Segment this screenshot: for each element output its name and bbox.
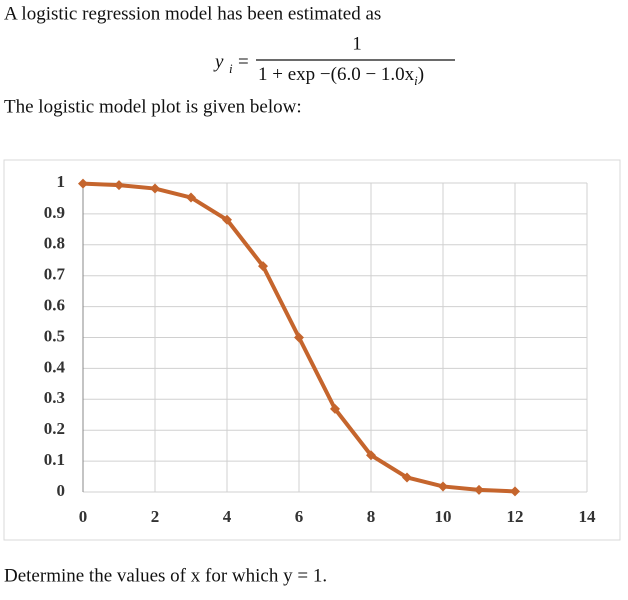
data-point: [474, 484, 484, 495]
chart: 00.10.20.30.40.50.60.70.80.910 2 4 6 8 10 12 14: [44, 172, 596, 526]
data-point: [438, 481, 448, 492]
data-point: [150, 183, 160, 194]
question-text: Determine the values of x for which y = …: [4, 565, 327, 586]
data-point: [186, 192, 196, 203]
y-tick-label: 0.5: [44, 326, 65, 345]
y-tick-label: 0.4: [44, 357, 66, 376]
data-point: [222, 214, 232, 225]
y-tick-label: 0.8: [44, 234, 65, 253]
equation-lhs: y: [213, 51, 224, 72]
denominator-main: 1 + exp −(6.0 − 1.0x: [258, 64, 415, 85]
data-point: [402, 472, 412, 483]
data-point: [510, 486, 520, 497]
y-tick-label: 0.9: [44, 203, 65, 222]
data-point: [78, 178, 88, 189]
y-tick-label: 0.2: [44, 419, 65, 438]
data-point: [366, 450, 376, 461]
y-tick-label: 0.7: [44, 265, 66, 284]
x-tick-label: 6: [295, 507, 304, 526]
x-tick-label: 10: [435, 507, 452, 526]
x-tick-label: 14: [579, 507, 597, 526]
y-tick-label: 0.1: [44, 450, 65, 469]
equation-denominator: 1 + exp −(6.0 − 1.0xi): [258, 64, 424, 88]
y-tick-label: 0.3: [44, 388, 65, 407]
chart-frame: [3, 159, 621, 541]
equation-lhs-sub: i: [229, 61, 233, 76]
denominator-end: ): [418, 64, 424, 85]
data-point: [294, 332, 304, 343]
y-tick-label: 1: [57, 172, 66, 191]
data-point: [330, 403, 340, 414]
intro-text: A logistic regression model has been est…: [4, 3, 381, 24]
x-tick-label: 0: [79, 507, 88, 526]
data-point: [258, 261, 268, 272]
y-tick-label: 0.6: [44, 296, 65, 315]
y-tick-label: 0: [57, 481, 66, 500]
x-tick-label: 12: [507, 507, 524, 526]
x-tick-label: 8: [367, 507, 376, 526]
equation-equals: =: [238, 51, 249, 72]
data-point: [114, 180, 124, 191]
x-tick-label: 2: [151, 507, 160, 526]
equation-numerator: 1: [352, 33, 362, 54]
caption-text: The logistic model plot is given below:: [4, 96, 302, 117]
x-tick-label: 4: [223, 507, 232, 526]
denominator-sub: i: [414, 73, 418, 88]
